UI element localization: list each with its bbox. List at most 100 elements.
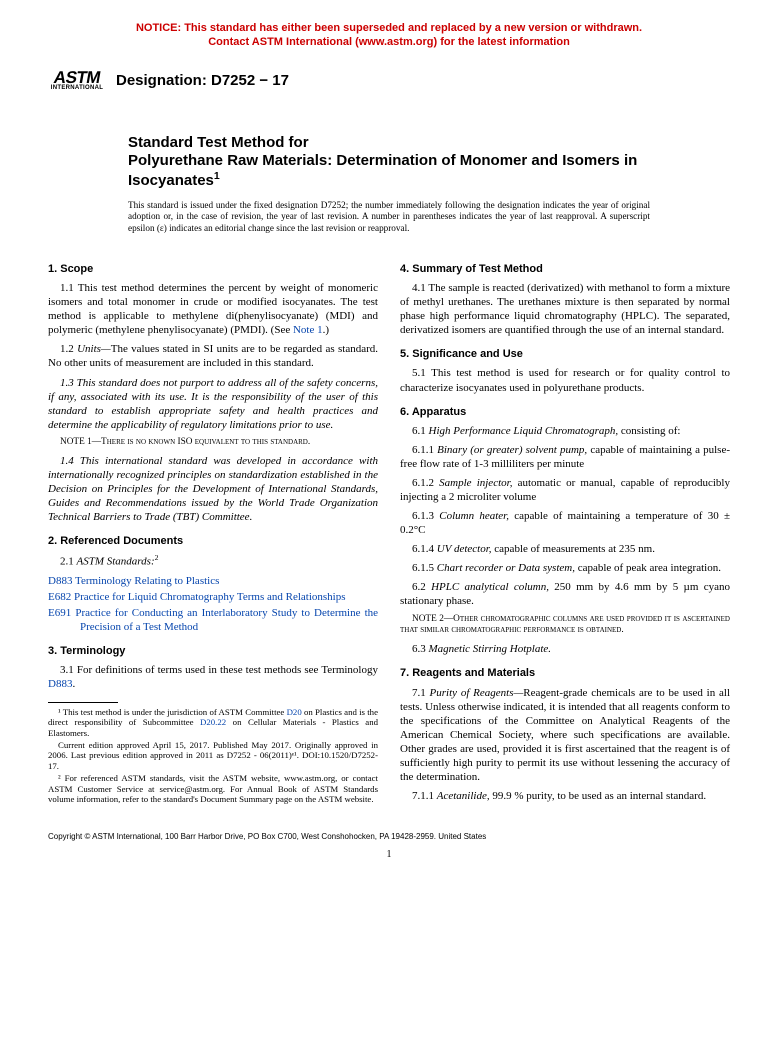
logo-mark: ASTM [53,70,102,85]
p615-num: 6.1.5 [412,562,437,574]
p612-term: Sample injector, [439,477,512,489]
note-2: NOTE 2—Other chromatographic columns are… [400,614,730,638]
p-6-2: 6.2 HPLC analytical column, 250 mm by 4.… [400,580,730,608]
p-1-2-units: Units— [77,343,111,355]
sec-4-head: 4. Summary of Test Method [400,262,730,276]
p71-term: Purity of Reagents— [430,687,524,699]
p-6-1-4: 6.1.4 UV detector, capable of measuremen… [400,542,730,556]
header-row: ASTM INTERNATIONAL Designation: D7252 − … [48,56,730,106]
designation: Designation: D7252 − 17 [116,72,289,89]
title-sup: 1 [214,170,220,182]
note-2-text: NOTE 2—Other chromatographic columns are… [400,614,730,636]
ref-e691: E691 Practice for Conducting an Interlab… [48,606,378,634]
page-number: 1 [48,849,730,860]
p-1-2-num: 1.2 [60,343,77,355]
ref-d883-code[interactable]: D883 [48,575,72,587]
p-2-1-label: ASTM Standards: [77,556,155,568]
copyright-line: Copyright © ASTM International, 100 Barr… [48,832,730,841]
notice-line1: NOTICE: This standard has either been su… [136,22,642,34]
p613-num: 6.1.3 [412,510,439,522]
right-column: 4. Summary of Test Method 4.1 The sample… [400,252,730,808]
p-6-1-2: 6.1.2 Sample injector, automatic or manu… [400,476,730,504]
p-6-1-1: 6.1.1 Binary (or greater) solvent pump, … [400,443,730,471]
page: NOTICE: This standard has either been su… [0,0,778,890]
ref-d883: D883 Terminology Relating to Plastics [48,574,378,588]
p611-num: 6.1.1 [412,444,437,456]
p-3-1-b: . [72,678,75,690]
p711-body: 99.9 % purity, to be used as an internal… [490,790,706,802]
p711-term: Acetanilide, [437,790,490,802]
ref-e682-title[interactable]: Practice for Liquid Chromatography Terms… [74,591,346,603]
p-6-3: 6.3 Magnetic Stirring Hotplate. [400,642,730,656]
p-1-2: 1.2 Units—The values stated in SI units … [48,342,378,370]
p63-term: Magnetic Stirring Hotplate. [429,643,552,655]
p61-num: 6.1 [412,425,429,437]
p-7-1-1: 7.1.1 Acetanilide, 99.9 % purity, to be … [400,789,730,803]
sec-7-head: 7. Reagents and Materials [400,666,730,680]
p-3-1-a: 3.1 For definitions of terms used in the… [60,664,378,676]
p-3-1: 3.1 For definitions of terms used in the… [48,663,378,691]
title-text: Polyurethane Raw Materials: Determinatio… [128,152,637,189]
ref-e691-title[interactable]: Practice for Conducting an Interlaborato… [75,607,378,633]
p-5-1: 5.1 This test method is used for researc… [400,366,730,394]
p614-num: 6.1.4 [412,543,437,555]
p614-term: UV detector, [437,543,492,555]
p62-num: 6.2 [412,581,431,593]
p-1-3: 1.3 This standard does not purport to ad… [48,376,378,432]
p-2-1-sup: 2 [155,553,159,562]
sec-2-head: 2. Referenced Documents [48,534,378,548]
sec-3-head: 3. Terminology [48,644,378,658]
note-1-text: NOTE 1—There is no known ISO equivalent … [60,437,310,447]
title-block: Standard Test Method for Polyurethane Ra… [128,134,730,190]
p711-num: 7.1.1 [412,790,437,802]
body-columns: 1. Scope 1.1 This test method determines… [48,252,730,808]
sec-6-head: 6. Apparatus [400,405,730,419]
title-pre: Standard Test Method for [128,134,730,152]
footnote-1b: Current edition approved April 15, 2017.… [48,740,378,772]
fn1-link-d20[interactable]: D20 [287,707,302,717]
ref-d883-title[interactable]: Terminology Relating to Plastics [75,575,219,587]
fn1-a: ¹ This test method is under the jurisdic… [58,707,287,717]
note1-link[interactable]: Note 1 [293,324,323,336]
p71-num: 7.1 [412,687,430,699]
footnote-1: ¹ This test method is under the jurisdic… [48,707,378,739]
p615-body: capable of peak area integration. [575,562,721,574]
notice-line2: Contact ASTM International (www.astm.org… [208,36,570,48]
ref-e682-code[interactable]: E682 [48,591,71,603]
p615-term: Chart recorder or Data system, [437,562,575,574]
notice-banner: NOTICE: This standard has either been su… [48,22,730,50]
p63-num: 6.3 [412,643,429,655]
p-2-1: 2.1 ASTM Standards:2 [48,553,378,569]
title-main: Polyurethane Raw Materials: Determinatio… [128,152,730,190]
p-1-4: 1.4 This international standard was deve… [48,454,378,524]
p-7-1: 7.1 Purity of Reagents—Reagent-grade che… [400,686,730,785]
astm-logo: ASTM INTERNATIONAL [48,56,106,106]
p611-term: Binary (or greater) solvent pump, [437,444,587,456]
fn1-link-d2022[interactable]: D20.22 [200,717,226,727]
sec-5-head: 5. Significance and Use [400,347,730,361]
sec-1-head: 1. Scope [48,262,378,276]
left-column: 1. Scope 1.1 This test method determines… [48,252,378,808]
p-3-1-link[interactable]: D883 [48,678,72,690]
p-6-1-3: 6.1.3 Column heater, capable of maintain… [400,509,730,537]
fn2-text: ² For referenced ASTM standards, visit t… [48,773,378,804]
ref-e691-code[interactable]: E691 [48,607,71,619]
p61-body: consisting of: [618,425,680,437]
p-6-1-5: 6.1.5 Chart recorder or Data system, cap… [400,561,730,575]
issuance-note: This standard is issued under the fixed … [128,200,650,235]
footnote-rule [48,702,118,703]
p612-num: 6.1.2 [412,477,439,489]
p613-term: Column heater, [439,510,509,522]
footnote-2: ² For referenced ASTM standards, visit t… [48,773,378,805]
p71-body: Reagent-grade chemicals are to be used i… [400,687,730,783]
p61-term: High Performance Liquid Chromatograph, [429,425,619,437]
p614-body: capable of measurements at 235 nm. [492,543,655,555]
ref-e682: E682 Practice for Liquid Chromatography … [48,590,378,604]
p-6-1: 6.1 High Performance Liquid Chromatograp… [400,424,730,438]
note-1: NOTE 1—There is no known ISO equivalent … [48,437,378,449]
p-2-1-num: 2.1 [60,556,77,568]
p-1-1-b: .) [323,324,329,336]
p62-term: HPLC analytical column, [431,581,549,593]
p-1-1: 1.1 This test method determines the perc… [48,281,378,337]
p-4-1: 4.1 The sample is reacted (derivatized) … [400,281,730,337]
